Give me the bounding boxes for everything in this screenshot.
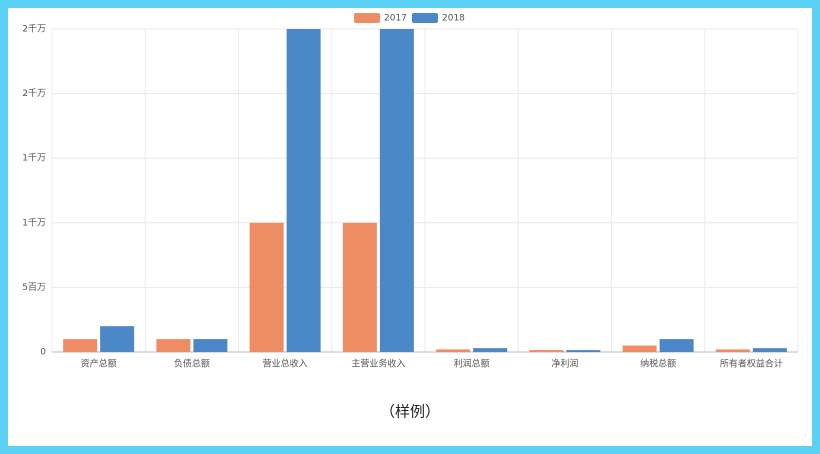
bar [752, 348, 787, 352]
bar [622, 345, 657, 352]
x-tick-label: 所有者权益合计 [720, 358, 783, 370]
bar [156, 339, 191, 352]
bar [193, 339, 228, 352]
bar [249, 222, 284, 352]
x-tick-label: 纳税总额 [640, 358, 676, 370]
bar [63, 339, 98, 352]
bar [100, 326, 135, 352]
bar [566, 350, 601, 352]
y-tick-label: 2千万 [22, 24, 46, 35]
y-tick-label: 1千万 [22, 153, 46, 164]
x-tick-label: 负债总额 [174, 358, 210, 370]
bar [379, 29, 414, 352]
bar [286, 29, 321, 352]
bar [529, 350, 564, 352]
caption: （样例） [380, 403, 440, 421]
x-tick-label: 资产总额 [81, 358, 117, 370]
legend-label: 2018 [442, 14, 465, 24]
bar [659, 339, 694, 352]
x-tick-label: 主营业务收入 [351, 358, 405, 370]
x-tick-label: 利润总额 [454, 358, 490, 370]
x-tick-label: 营业总收入 [263, 358, 308, 370]
bar [715, 349, 750, 352]
y-tick-label: 1千万 [22, 217, 46, 228]
legend-label: 2017 [384, 14, 407, 24]
y-tick-label: 0 [40, 348, 46, 358]
x-tick-label: 净利润 [551, 358, 578, 370]
legend-swatch [412, 13, 438, 23]
bar [436, 349, 471, 352]
y-tick-label: 5百万 [22, 282, 46, 293]
y-tick-label: 2千万 [22, 88, 46, 99]
legend-swatch [354, 13, 380, 23]
bar [473, 348, 508, 352]
bar [342, 222, 377, 352]
